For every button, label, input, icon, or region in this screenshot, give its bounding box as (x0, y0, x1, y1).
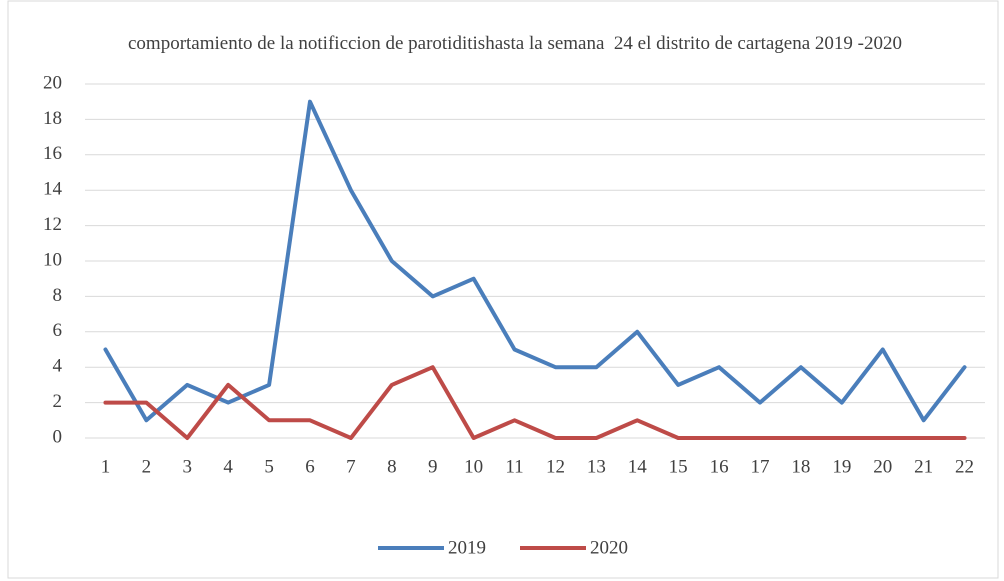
x-tick-label: 5 (264, 456, 274, 477)
x-tick-label: 11 (505, 456, 523, 477)
x-tick-label: 14 (628, 456, 648, 477)
x-tick-label: 15 (669, 456, 688, 477)
line-series (103, 365, 967, 440)
chart-title: comportamiento de la notificcion de paro… (127, 33, 902, 54)
x-tick-label: 6 (305, 456, 315, 477)
x-tick-label: 12 (546, 456, 565, 477)
y-tick-label: 14 (43, 179, 63, 200)
x-tick-label: 21 (914, 456, 933, 477)
line-series (103, 99, 967, 423)
x-tick-label: 22 (955, 456, 974, 477)
y-tick-label: 6 (53, 320, 63, 341)
y-tick-label: 8 (53, 285, 63, 306)
y-tick-label: 10 (43, 249, 62, 270)
legend-label: 2020 (590, 537, 628, 558)
x-tick-label: 7 (346, 456, 356, 477)
x-tick-label: 20 (873, 456, 892, 477)
y-tick-label: 12 (43, 214, 62, 235)
y-tick-label: 0 (53, 426, 63, 447)
y-tick-label: 18 (43, 108, 62, 129)
x-tick-label: 13 (587, 456, 606, 477)
x-tick-label: 1 (101, 456, 111, 477)
x-tick-label: 2 (142, 456, 152, 477)
x-tick-label: 19 (832, 456, 851, 477)
x-tick-label: 4 (223, 456, 233, 477)
x-tick-label: 10 (464, 456, 483, 477)
legend-label: 2019 (448, 537, 486, 558)
x-tick-label: 18 (791, 456, 810, 477)
y-tick-label: 20 (43, 72, 62, 93)
y-tick-label: 4 (53, 356, 63, 377)
x-tick-label: 3 (183, 456, 193, 477)
y-tick-label: 16 (43, 143, 62, 164)
chart-border (7, 0, 999, 579)
x-tick-label: 8 (387, 456, 397, 477)
x-tick-label: 16 (710, 456, 729, 477)
x-tick-label: 17 (751, 456, 770, 477)
y-tick-label: 2 (53, 391, 63, 412)
x-tick-label: 9 (428, 456, 438, 477)
